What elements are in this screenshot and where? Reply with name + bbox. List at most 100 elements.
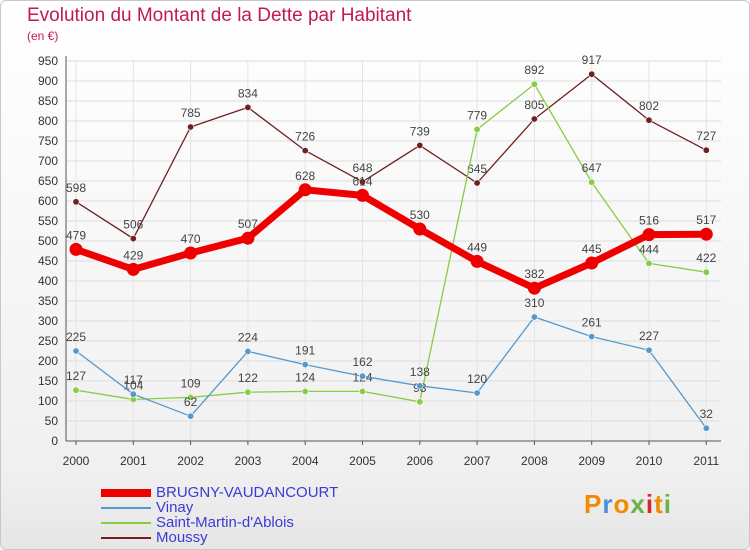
data-label: 516 (639, 214, 659, 228)
data-point (702, 268, 710, 276)
data-point (588, 333, 596, 341)
data-label: 628 (295, 169, 315, 183)
data-label: 62 (184, 395, 198, 409)
legend-swatch (101, 506, 151, 510)
data-point (129, 390, 137, 398)
data-label: 224 (238, 330, 258, 344)
data-label: 225 (66, 330, 86, 344)
data-label: 444 (639, 242, 659, 256)
data-point (588, 70, 596, 78)
data-label: 124 (295, 370, 315, 384)
data-point (356, 188, 369, 202)
data-point (301, 147, 309, 155)
y-tick-label: 800 (38, 114, 58, 128)
data-label: 802 (639, 99, 659, 113)
data-point (473, 179, 481, 187)
x-tick-label: 2007 (464, 454, 491, 468)
data-label: 598 (66, 181, 86, 195)
y-tick-label: 500 (38, 234, 58, 248)
data-label: 785 (181, 106, 201, 120)
data-point (301, 361, 309, 369)
data-point (416, 382, 424, 390)
data-label: 647 (582, 161, 602, 175)
data-point (473, 125, 481, 133)
y-tick-label: 750 (38, 134, 58, 148)
y-tick-label: 700 (38, 154, 58, 168)
logo-letter: o (613, 489, 631, 519)
logo-letter: i (663, 489, 672, 519)
data-label: 506 (123, 218, 143, 232)
data-point (244, 388, 252, 396)
x-tick-label: 2008 (521, 454, 548, 468)
data-label: 739 (410, 124, 430, 138)
legend-label: BRUGNY-VAUDANCOURT (156, 484, 339, 501)
data-point (187, 123, 195, 131)
data-label: 191 (295, 344, 315, 358)
data-point (416, 398, 424, 406)
data-label: 138 (410, 365, 430, 379)
y-tick-label: 950 (38, 54, 58, 68)
y-tick-label: 600 (38, 194, 58, 208)
data-label: 779 (467, 108, 487, 122)
x-tick-label: 2006 (406, 454, 433, 468)
data-point (126, 262, 140, 276)
data-point (184, 246, 198, 260)
data-label: 530 (410, 208, 430, 222)
series-line-moussy (75, 73, 707, 240)
data-point (413, 222, 427, 236)
data-label: 805 (524, 98, 544, 112)
x-tick-label: 2002 (177, 454, 204, 468)
data-label: 614 (352, 174, 372, 188)
data-label: 892 (524, 63, 544, 77)
legend-label: Saint-Martin-d'Ablois (156, 514, 294, 531)
series-line-vinay (75, 316, 707, 429)
proxiti-logo: Proxiti (584, 489, 672, 520)
x-tick-label: 2010 (636, 454, 663, 468)
data-label: 449 (467, 240, 487, 254)
y-tick-label: 850 (38, 94, 58, 108)
data-label: 32 (700, 407, 714, 421)
data-label: 645 (467, 162, 487, 176)
data-label: 429 (123, 248, 143, 262)
data-label: 834 (238, 86, 258, 100)
data-point (244, 103, 252, 111)
data-label: 122 (238, 371, 258, 385)
data-label: 117 (124, 373, 143, 387)
data-point (702, 146, 710, 154)
x-tick-label: 2011 (693, 454, 719, 468)
data-label: 917 (582, 53, 602, 67)
y-tick-label: 900 (38, 74, 58, 88)
logo-letter: i (645, 489, 655, 519)
x-tick-label: 2004 (292, 454, 319, 468)
data-label: 310 (524, 296, 544, 310)
data-label: 422 (696, 251, 716, 265)
data-point (244, 347, 252, 355)
data-point (645, 259, 653, 267)
chart-title: Evolution du Montant de la Dette par Hab… (27, 5, 412, 26)
data-point (702, 424, 710, 432)
data-point (241, 231, 255, 245)
data-point (585, 256, 599, 270)
data-point (645, 116, 653, 124)
logo-letter: r (602, 489, 614, 519)
data-point (527, 281, 541, 295)
legend-swatch (101, 536, 151, 540)
y-tick-label: 100 (38, 394, 58, 408)
data-point (530, 115, 538, 123)
data-label: 120 (467, 372, 487, 386)
data-label: 727 (696, 129, 716, 143)
data-point (72, 386, 80, 394)
y-tick-label: 250 (38, 334, 58, 348)
data-label: 109 (181, 376, 201, 390)
legend-label: Vinay (156, 499, 194, 516)
legend-label: Moussy (156, 529, 208, 546)
logo-letter: t (654, 489, 664, 519)
legend-swatch (101, 521, 151, 525)
y-tick-label: 400 (38, 274, 58, 288)
x-tick-label: 2009 (578, 454, 605, 468)
data-label: 127 (66, 369, 86, 383)
y-tick-label: 450 (38, 254, 58, 268)
data-point (473, 389, 481, 397)
data-point (530, 313, 538, 321)
